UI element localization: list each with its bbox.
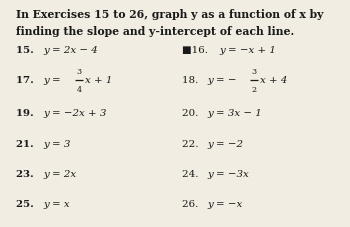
Text: y = −2: y = −2 (208, 140, 244, 149)
Text: 17.: 17. (16, 76, 37, 85)
Text: 24.: 24. (182, 169, 202, 178)
Text: y = 2x: y = 2x (43, 169, 76, 178)
Text: 20.: 20. (182, 109, 202, 118)
Text: 2: 2 (252, 85, 257, 93)
Text: y = x: y = x (43, 199, 70, 208)
Text: x + 1: x + 1 (85, 76, 112, 85)
Text: y = −2x + 3: y = −2x + 3 (43, 109, 107, 118)
Text: 26.: 26. (182, 199, 202, 208)
Text: 23.: 23. (16, 169, 37, 178)
Text: y = −: y = − (207, 76, 237, 85)
Text: x + 4: x + 4 (260, 76, 287, 85)
Text: y = −x + 1: y = −x + 1 (220, 45, 276, 54)
Text: 4: 4 (77, 85, 82, 93)
Text: ■16.: ■16. (182, 45, 211, 54)
Text: 15.: 15. (16, 45, 37, 54)
Text: 3: 3 (252, 68, 257, 76)
Text: finding the slope and y-intercept of each line.: finding the slope and y-intercept of eac… (16, 26, 294, 37)
Text: y = 2x − 4: y = 2x − 4 (43, 45, 98, 54)
Text: y = −3x: y = −3x (208, 169, 249, 178)
Text: 21.: 21. (16, 140, 37, 149)
Text: y = −x: y = −x (207, 199, 243, 208)
Text: y =: y = (43, 76, 64, 85)
Text: 22.: 22. (182, 140, 202, 149)
Text: y = 3: y = 3 (43, 140, 71, 149)
Text: 19.: 19. (16, 109, 37, 118)
Text: 25.: 25. (16, 199, 37, 208)
Text: In Exercises 15 to 26, graph y as a function of x by: In Exercises 15 to 26, graph y as a func… (16, 9, 323, 20)
Text: y = 3x − 1: y = 3x − 1 (207, 109, 262, 118)
Text: 18.: 18. (182, 76, 202, 85)
Text: 3: 3 (77, 68, 82, 76)
